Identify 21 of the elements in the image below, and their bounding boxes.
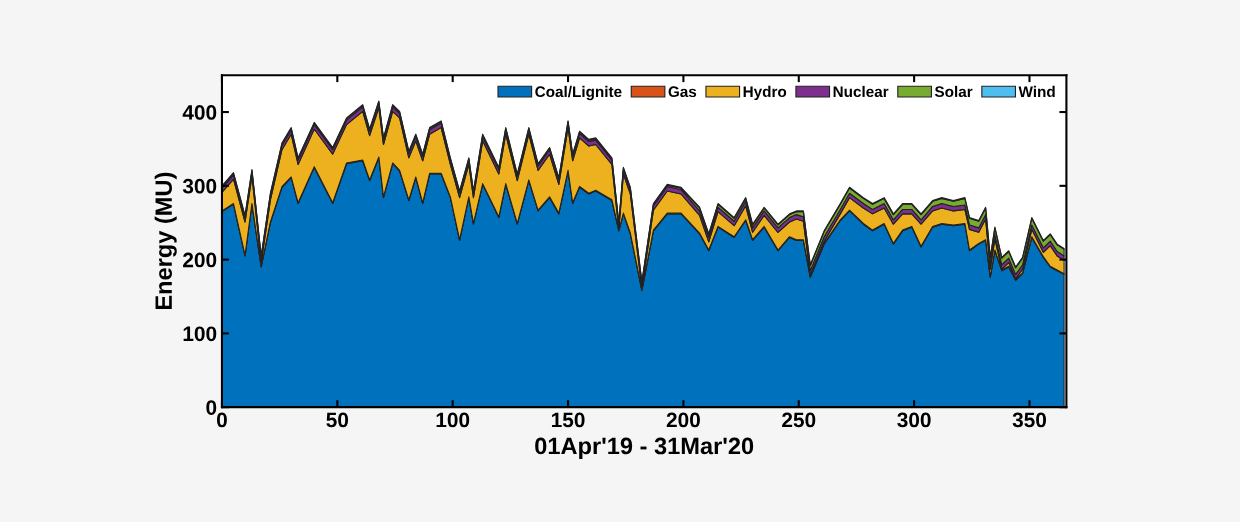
x-axis-title: 01Apr'19 - 31Mar'20 — [535, 437, 754, 460]
x-tick-label: 300 — [897, 412, 931, 428]
y-tick-label: 200 — [183, 252, 217, 268]
y-tick-label: 0 — [206, 400, 217, 415]
y-tick-label: 300 — [182, 178, 217, 194]
legend-label: Hydro — [743, 85, 787, 101]
x-tick-label: 250 — [782, 412, 816, 428]
legend-label: Gas — [668, 86, 697, 98]
y-tick-label: 100 — [183, 326, 217, 342]
x-tick-label: 200 — [666, 412, 700, 428]
legend-label: Wind — [1018, 85, 1055, 98]
x-tick-label: 0 — [216, 412, 227, 428]
x-tick-label: 100 — [436, 412, 470, 428]
x-tick-label: 50 — [326, 412, 349, 428]
legend-label: Nuclear — [833, 85, 889, 98]
legend-label: Coal/Lignite — [535, 85, 622, 101]
x-tick-label: 350 — [1012, 412, 1047, 428]
y-tick-label: 400 — [182, 105, 217, 120]
y-axis-title: Energy (MU) — [154, 172, 177, 310]
legend-label: Solar — [934, 85, 973, 98]
x-tick-label: 150 — [551, 412, 585, 428]
